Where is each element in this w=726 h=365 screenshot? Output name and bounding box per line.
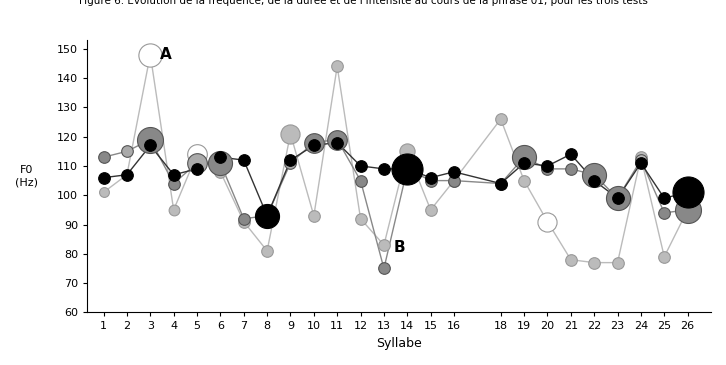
Point	[682, 207, 693, 213]
Point	[635, 154, 647, 160]
Point	[542, 219, 553, 224]
Point	[331, 137, 343, 142]
Point	[518, 154, 530, 160]
Point	[168, 207, 179, 213]
Point	[635, 160, 647, 166]
Point	[98, 154, 110, 160]
Point	[518, 178, 530, 184]
Point	[401, 166, 413, 172]
X-axis label: Syllabe: Syllabe	[376, 337, 422, 350]
Point	[565, 166, 576, 172]
Point	[495, 181, 507, 187]
Point	[215, 160, 227, 166]
Point	[425, 207, 436, 213]
Point	[308, 142, 319, 148]
Point	[261, 248, 273, 254]
Point	[261, 213, 273, 219]
Point	[448, 178, 460, 184]
Point	[191, 160, 203, 166]
Point	[658, 210, 670, 216]
Point	[495, 116, 507, 122]
Point	[331, 139, 343, 145]
Point	[635, 157, 647, 163]
Point	[238, 216, 250, 222]
Point	[542, 166, 553, 172]
Text: Figure 6. Evolution de la frequence, de la duree et de l'intensite au cours de l: Figure 6. Evolution de la frequence, de …	[78, 0, 648, 6]
Text: A: A	[160, 47, 171, 62]
Point	[355, 216, 367, 222]
Point	[448, 178, 460, 184]
Point	[378, 166, 390, 172]
Point	[331, 64, 343, 69]
Point	[565, 151, 576, 157]
Point	[98, 189, 110, 195]
Point	[612, 195, 624, 201]
Point	[144, 142, 156, 148]
Point	[285, 131, 296, 137]
Point	[682, 207, 693, 213]
Point	[144, 52, 156, 58]
Point	[285, 160, 296, 166]
Point	[612, 260, 624, 266]
Y-axis label: F0
(Hz): F0 (Hz)	[15, 165, 38, 187]
Point	[191, 166, 203, 172]
Point	[308, 139, 319, 145]
Point	[98, 175, 110, 181]
Point	[121, 172, 133, 178]
Point	[121, 149, 133, 154]
Point	[261, 213, 273, 219]
Point	[168, 172, 179, 178]
Point	[191, 151, 203, 157]
Point	[658, 195, 670, 201]
Point	[401, 166, 413, 172]
Point	[658, 254, 670, 260]
Point	[285, 157, 296, 163]
Point	[378, 242, 390, 248]
Point	[542, 163, 553, 169]
Point	[425, 178, 436, 184]
Point	[425, 175, 436, 181]
Point	[448, 169, 460, 175]
Point	[355, 178, 367, 184]
Text: B: B	[393, 241, 405, 256]
Point	[588, 260, 600, 266]
Point	[238, 219, 250, 224]
Point	[308, 213, 319, 219]
Point	[238, 157, 250, 163]
Point	[612, 195, 624, 201]
Point	[495, 181, 507, 187]
Point	[588, 172, 600, 178]
Point	[588, 178, 600, 184]
Point	[215, 154, 227, 160]
Point	[378, 266, 390, 272]
Point	[144, 137, 156, 142]
Point	[215, 169, 227, 175]
Point	[518, 160, 530, 166]
Point	[401, 149, 413, 154]
Point	[565, 257, 576, 262]
Point	[682, 189, 693, 195]
Point	[168, 181, 179, 187]
Point	[355, 163, 367, 169]
Point	[121, 172, 133, 178]
